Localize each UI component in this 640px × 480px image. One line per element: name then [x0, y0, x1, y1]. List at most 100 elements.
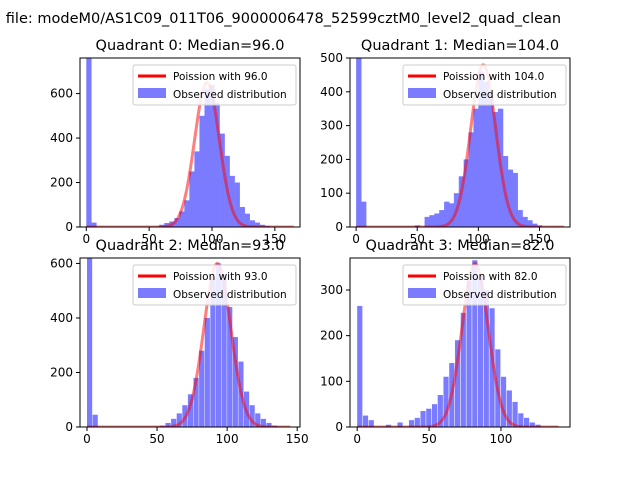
subplot-quadrant-3: 0 50 100 0 100 200 300 Quadrant 3: Median=82.0 P… — [320, 238, 571, 446]
legend: Poission with 93.0 Observed distribution — [132, 264, 297, 306]
histogram-bar — [506, 390, 512, 427]
x-tick-label: 150 — [263, 232, 286, 246]
histogram-bar — [518, 413, 524, 427]
subplot-title: Quadrant 3: Median=82.0 — [366, 238, 555, 254]
histogram-bar — [199, 115, 205, 227]
histogram-bar — [239, 206, 245, 227]
x-tick-label: 0 — [352, 232, 360, 246]
x-tick-label: 150 — [528, 232, 551, 246]
axes-frame — [349, 57, 571, 228]
plot-area — [357, 260, 559, 427]
histogram-bar — [204, 89, 210, 227]
histogram-bar — [439, 210, 445, 227]
histogram-bar — [512, 401, 518, 427]
legend-label-poisson: Poission with 96.0 — [173, 71, 268, 83]
histogram-bar — [420, 411, 426, 427]
histogram-bar — [165, 422, 171, 427]
histogram-bar — [426, 408, 432, 427]
x-tick-label: 50 — [149, 432, 164, 446]
histogram-bar — [361, 201, 367, 227]
histogram-bar — [249, 405, 255, 427]
histogram-bar — [171, 418, 177, 427]
histogram-bar — [204, 317, 210, 427]
histogram-bar — [227, 307, 233, 427]
x-tick-label: 0 — [83, 432, 91, 446]
subplot-panels: 0 50 100 150 0 200 400 600 Quadrant 0: Median=96… — [50, 38, 571, 446]
legend-bar-swatch — [138, 88, 166, 98]
histogram-bar — [414, 417, 420, 427]
histogram-bar — [214, 102, 220, 227]
legend-label-observed: Observed distribution — [173, 89, 287, 101]
histogram-bar — [368, 420, 374, 427]
histogram-bar — [483, 81, 489, 227]
y-tick-label: 400 — [320, 85, 343, 99]
y-tick-label: 200 — [320, 329, 343, 343]
histogram-bar — [91, 222, 97, 227]
poisson-curve — [87, 261, 291, 427]
histogram-bar — [266, 422, 272, 427]
histogram-bar — [443, 376, 449, 427]
histogram-bar — [468, 132, 474, 227]
histogram-bar — [458, 176, 465, 227]
legend-box — [402, 264, 567, 306]
histogram-bar — [472, 260, 478, 427]
histogram-bar — [454, 340, 461, 427]
y-tick-label: 600 — [50, 256, 73, 270]
histogram-bar — [529, 422, 535, 427]
subplot-title: Quadrant 2: Median=93.0 — [96, 238, 285, 254]
histogram-bar — [397, 422, 403, 427]
histogram-bar — [356, 58, 362, 227]
histogram-bar — [522, 216, 528, 227]
axes-frame — [349, 257, 571, 428]
y-tick-label: 0 — [335, 420, 343, 434]
histogram-bar — [260, 418, 266, 427]
histogram-bar — [512, 172, 518, 227]
histogram-bar — [174, 218, 180, 227]
histogram-bar — [473, 108, 479, 227]
figure-suptitle: n file: modeM0/AS1C09_011T06_9000006478_… — [0, 11, 561, 27]
legend: Poission with 104.0 Observed distribution — [402, 64, 567, 106]
x-tick-label: 0 — [353, 432, 361, 446]
legend-box — [402, 64, 567, 106]
legend: Poission with 96.0 Observed distribution — [132, 64, 297, 106]
legend-label-observed: Observed distribution — [443, 89, 557, 101]
y-tick-label: 300 — [320, 283, 343, 297]
x-tick-label: 100 — [216, 432, 239, 446]
histogram-bar — [532, 223, 538, 227]
histogram-bar — [221, 274, 227, 427]
y-tick-label: 400 — [50, 131, 73, 145]
y-tick-label: 100 — [320, 186, 343, 200]
legend: Poission with 82.0 Observed distribution — [402, 264, 567, 306]
y-tick-label: 600 — [50, 87, 73, 101]
histogram-bar — [199, 350, 205, 427]
legend-label-poisson: Poission with 104.0 — [443, 71, 544, 83]
legend-box — [132, 264, 297, 306]
legend-bar-swatch — [138, 288, 166, 298]
x-tick-label: 0 — [82, 232, 90, 246]
y-tick-label: 100 — [320, 374, 343, 388]
y-tick-label: 400 — [50, 311, 73, 325]
subplot-title: Quadrant 0: Median=96.0 — [96, 38, 285, 54]
y-tick-label: 0 — [335, 220, 343, 234]
histogram-bar — [493, 112, 499, 227]
x-tick-label: 100 — [467, 232, 490, 246]
plot-area — [87, 258, 291, 427]
x-tick-label: 100 — [201, 232, 224, 246]
histogram-bar — [357, 305, 363, 427]
legend-label-poisson: Poission with 93.0 — [173, 271, 268, 283]
histogram-bar — [232, 337, 238, 427]
axes-frame — [79, 257, 301, 428]
y-tick-label: 300 — [320, 119, 343, 133]
histogram-bar — [437, 395, 443, 427]
histogram-bar — [431, 404, 438, 427]
histogram-bar — [219, 133, 225, 227]
y-tick-label: 0 — [65, 420, 73, 434]
histogram-bar — [500, 376, 507, 427]
x-tick-label: 100 — [490, 432, 513, 446]
histogram-bar — [523, 417, 530, 427]
histogram-bar — [87, 258, 93, 427]
histogram-bar — [255, 413, 261, 427]
x-tick-label: 50 — [421, 432, 436, 446]
subplot-title: Quadrant 1: Median=104.0 — [361, 38, 559, 54]
